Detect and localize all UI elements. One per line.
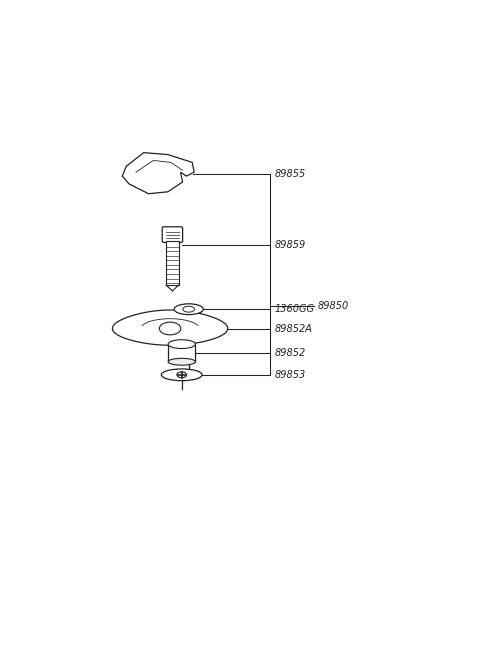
Ellipse shape [177, 372, 187, 378]
Polygon shape [122, 152, 194, 194]
Ellipse shape [174, 304, 204, 315]
Bar [166, 241, 179, 285]
Polygon shape [112, 310, 228, 345]
Text: 89859: 89859 [274, 240, 305, 250]
Ellipse shape [159, 322, 181, 335]
Text: 89852A: 89852A [274, 323, 312, 334]
Text: 89850: 89850 [318, 301, 349, 311]
Ellipse shape [183, 306, 194, 312]
Text: 1360GG: 1360GG [274, 304, 314, 314]
FancyBboxPatch shape [162, 227, 182, 242]
Ellipse shape [168, 358, 195, 365]
Ellipse shape [168, 340, 195, 348]
Text: 89855: 89855 [274, 169, 305, 179]
Ellipse shape [161, 369, 202, 380]
Text: 89852: 89852 [274, 348, 305, 358]
Bar [168, 344, 195, 362]
Text: 89853: 89853 [274, 370, 305, 380]
